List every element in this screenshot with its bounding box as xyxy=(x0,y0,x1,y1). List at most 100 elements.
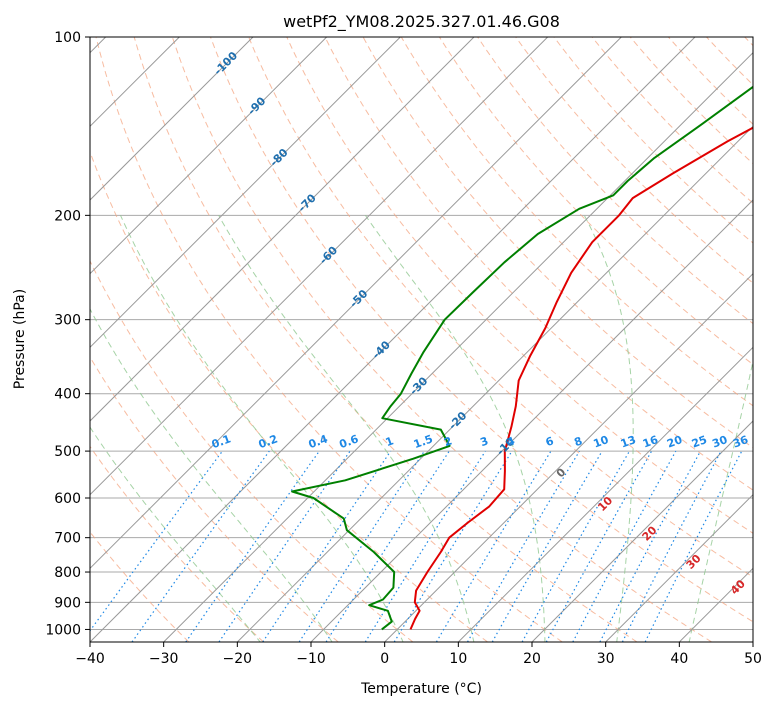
mixing-ratio-label: 1 xyxy=(384,434,396,449)
mixing-ratio-line xyxy=(298,450,425,642)
mixing-ratio-label: 0.1 xyxy=(210,432,233,451)
mixing-ratio-label: 2 xyxy=(442,434,454,449)
mixing-ratio-line xyxy=(325,450,450,642)
dry-adiabat xyxy=(171,37,712,642)
mixing-ratio-label: 6 xyxy=(544,434,556,449)
dry-adiabat xyxy=(668,37,753,125)
y-tick-label: 300 xyxy=(54,313,81,329)
x-axis-title: Temperature (°C) xyxy=(360,681,482,697)
mixing-ratio-line xyxy=(599,450,702,642)
mixing-ratio-line xyxy=(262,450,392,642)
moist-adiabat xyxy=(688,358,753,642)
isotherm xyxy=(752,641,753,642)
moist-adiabat-label: 30 xyxy=(684,552,704,572)
plot-frame xyxy=(89,36,754,643)
y-tick-label: 200 xyxy=(54,208,81,224)
profile-lines xyxy=(291,85,753,631)
mixing-ratio-label: 30 xyxy=(710,433,729,451)
moist-adiabat xyxy=(120,215,404,642)
mixing-ratio-label: 0.2 xyxy=(257,432,280,451)
y-tick-label: 900 xyxy=(54,595,81,611)
x-tick-label: 20 xyxy=(523,651,541,667)
x-tick-label: 10 xyxy=(449,651,467,667)
isotherm xyxy=(163,51,753,642)
moist-adiabat-label: 10 xyxy=(595,494,615,514)
mixing-ratio-line xyxy=(218,450,351,642)
mixing-ratio-label: 0.4 xyxy=(307,432,330,451)
x-tick-label: 50 xyxy=(744,651,762,667)
dry-adiabat xyxy=(95,37,563,642)
y-tick-label: 100 xyxy=(54,30,81,46)
mixing-ratio-line xyxy=(521,450,631,642)
mixing-ratio-label: 20 xyxy=(665,433,684,451)
mixing-ratio-label: 36 xyxy=(731,433,750,451)
dry-adiabat xyxy=(553,37,753,244)
isotherm xyxy=(236,125,753,642)
isotherm xyxy=(384,272,753,642)
mixing-ratio-line xyxy=(572,450,677,642)
mixing-ratio-line xyxy=(466,450,580,642)
moist-adiabat-label: 40 xyxy=(728,577,748,597)
dry-adiabat xyxy=(591,37,753,204)
moist-adiabat xyxy=(90,308,333,642)
dry-adiabat xyxy=(324,37,753,491)
x-tick-label: −40 xyxy=(75,651,105,667)
y-tick-label: 800 xyxy=(54,565,81,581)
mixing-ratio-line xyxy=(90,450,223,632)
x-tick-label: 0 xyxy=(380,651,389,667)
dry-adiabat xyxy=(744,37,753,47)
dry-adiabat xyxy=(438,37,753,366)
dry-adiabat xyxy=(210,37,753,623)
isotherm xyxy=(678,567,753,642)
isotherm xyxy=(531,420,753,642)
y-tick-label: 500 xyxy=(54,444,81,460)
chart-title: wetPf2_YM08.2025.327.01.46.G08 xyxy=(283,12,560,32)
dewpoint-profile xyxy=(291,85,753,631)
dry-adiabat xyxy=(90,531,190,642)
isotherm xyxy=(90,37,549,496)
mixing-ratio-label: 8 xyxy=(572,434,584,449)
moist-adiabat xyxy=(583,215,634,642)
isotherm xyxy=(90,37,254,201)
x-tick-label: −20 xyxy=(223,651,253,667)
moist-adiabat-label: 20 xyxy=(640,523,660,543)
moist-adiabat xyxy=(90,426,261,642)
mixing-ratio-label: 13 xyxy=(619,433,638,450)
dry-adiabat xyxy=(90,259,414,642)
y-axis: 100 200 300 400 500 600 700 800 900 1000 xyxy=(45,30,90,638)
mixing-ratio-label: 16 xyxy=(641,433,660,451)
x-axis: −40 −30 −20 −10 0 10 20 30 40 50 xyxy=(75,642,762,667)
moist-adiabat xyxy=(218,215,475,642)
y-tick-label: 400 xyxy=(54,387,81,403)
y-tick-label: 600 xyxy=(54,491,81,507)
mixing-ratio-label: 1.5 xyxy=(412,432,435,451)
dry-adiabat xyxy=(90,356,339,642)
mixing-ratio-line xyxy=(393,450,513,642)
y-axis-title: Pressure (hPa) xyxy=(12,289,28,389)
isotherm xyxy=(90,37,622,570)
mixing-ratio-label: 0.6 xyxy=(338,432,361,451)
isotherm xyxy=(310,199,753,642)
temperature-profile xyxy=(409,126,753,630)
background-lines xyxy=(90,37,753,642)
isotherm xyxy=(90,37,475,422)
mixing-ratio-line xyxy=(131,450,270,642)
dry-adiabat xyxy=(286,37,753,534)
isotherm xyxy=(90,37,401,349)
moist-adiabat-label: 0 xyxy=(554,465,569,480)
dry-adiabat xyxy=(515,37,753,284)
mixing-ratio-line xyxy=(644,450,743,642)
mixing-ratio-line xyxy=(185,450,320,642)
mixing-ratio-label: 10 xyxy=(592,433,611,451)
mixing-ratio-label: 3 xyxy=(478,434,490,449)
dry-adiabat xyxy=(706,37,753,86)
isotherm xyxy=(605,493,753,642)
x-tick-label: 30 xyxy=(597,651,615,667)
mixing-ratio-line xyxy=(364,450,486,642)
dry-adiabat xyxy=(90,150,488,642)
dry-adiabat xyxy=(248,37,753,578)
x-tick-label: −10 xyxy=(296,651,326,667)
y-tick-label: 700 xyxy=(54,531,81,547)
mixing-ratio-label: 4 xyxy=(505,434,517,449)
